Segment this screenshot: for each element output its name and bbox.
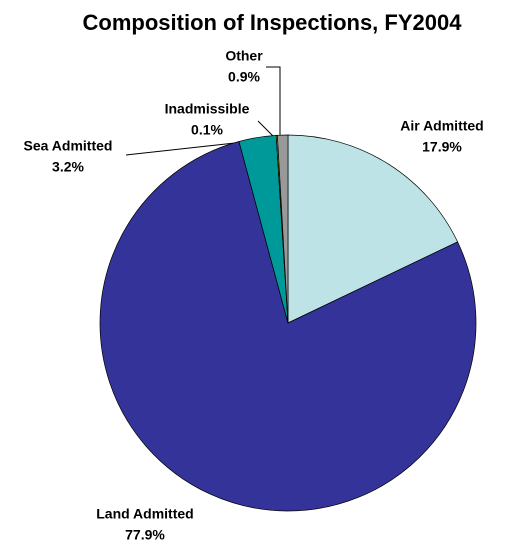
slice-label: Land Admitted [96,506,193,522]
chart-title: Composition of Inspections, FY2004 [83,10,463,35]
leader-line [266,66,281,137]
slice-value-label: 77.9% [125,527,165,543]
slice-value-label: 0.9% [228,69,260,85]
slice-label: Inadmissible [165,101,250,117]
slice-value-label: 0.1% [191,122,223,138]
slice-label: Sea Admitted [24,138,113,154]
slice-value-label: 17.9% [422,139,462,155]
leader-lines [125,66,281,156]
slice-label: Air Admitted [400,118,483,134]
slice-value-label: 3.2% [52,159,84,175]
pie-slice [287,134,459,324]
pie-slice [99,141,477,512]
leader-line [257,120,276,139]
leader-line [125,141,245,156]
pie-slice [277,134,289,324]
slice-label: Other [225,48,263,64]
